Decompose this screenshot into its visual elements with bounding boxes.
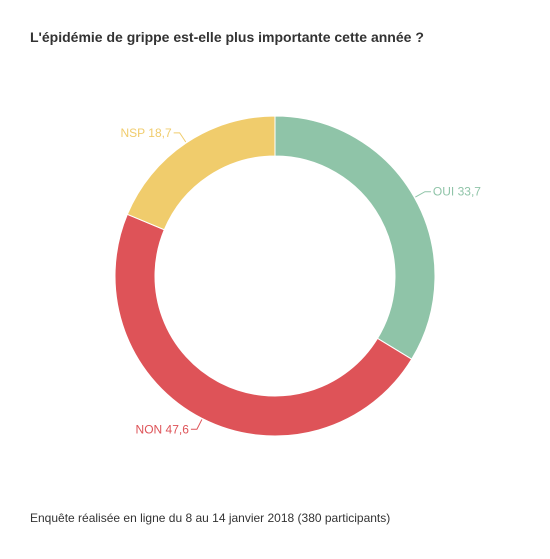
slice-nsp bbox=[126, 115, 276, 231]
slice-label-oui: OUI 33,7 bbox=[433, 185, 481, 199]
slice-label-non: NON 47,6 bbox=[136, 422, 190, 436]
chart-title: L'épidémie de grippe est-elle plus impor… bbox=[30, 29, 424, 45]
slice-non bbox=[114, 213, 413, 437]
leader-lines-layer bbox=[173, 132, 431, 430]
leader-line-nsp bbox=[173, 132, 187, 143]
slice-oui bbox=[274, 115, 436, 360]
slice-label-nsp: NSP 18,7 bbox=[121, 126, 172, 140]
slice-labels-layer: OUI 33,7 NON 47,6 NSP 18,7 bbox=[121, 126, 482, 436]
chart-footer: Enquête réalisée en ligne du 8 au 14 jan… bbox=[30, 511, 391, 525]
leader-line-oui bbox=[415, 191, 431, 198]
leader-line-non bbox=[190, 419, 203, 430]
slices-layer bbox=[114, 115, 436, 437]
